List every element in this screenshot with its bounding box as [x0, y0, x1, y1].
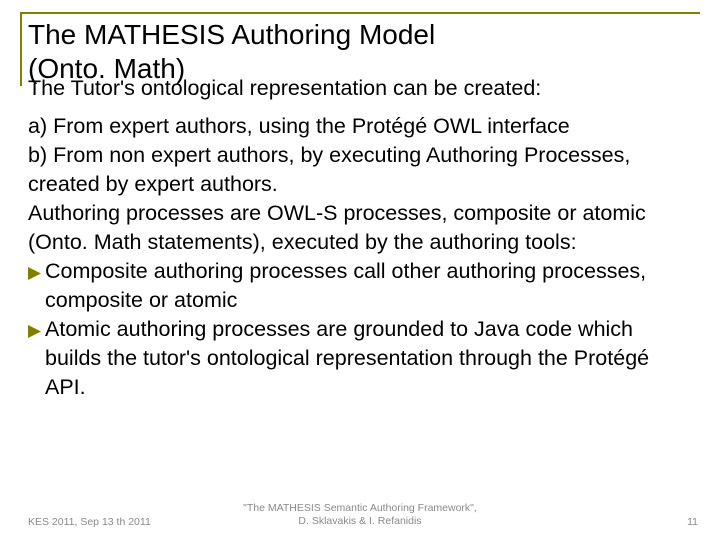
bullet-atomic-text: Atomic authoring processes are grounded …	[45, 315, 688, 402]
footer-center-line2: D. Sklavakis & I. Refanidis	[298, 515, 421, 527]
title-line-1: The MATHESIS Authoring Model	[28, 19, 435, 50]
bullet-composite: Composite authoring processes call other…	[28, 257, 688, 315]
title-rule-left	[20, 12, 22, 86]
footer-center: "The MATHESIS Semantic Authoring Framewo…	[0, 502, 720, 528]
arrow-icon	[28, 267, 42, 280]
footer-page-number: 11	[687, 516, 698, 528]
footer-center-line1: "The MATHESIS Semantic Authoring Framewo…	[243, 502, 477, 514]
slide-body: . a) From expert authors, using the Prot…	[28, 83, 688, 402]
body-para-processes: Authoring processes are OWL-S processes,…	[28, 199, 688, 257]
bullet-atomic: Atomic authoring processes are grounded …	[28, 315, 688, 402]
bullet-composite-text: Composite authoring processes call other…	[45, 257, 688, 315]
slide: The MATHESIS Authoring Model (Onto. Math…	[0, 0, 720, 542]
body-item-b: b) From non expert authors, by executing…	[28, 141, 688, 199]
arrow-icon	[28, 325, 42, 338]
slide-footer: KES 2011, Sep 13 th 2011 "The MATHESIS S…	[0, 500, 720, 528]
title-rule-top	[20, 12, 700, 14]
body-item-a: a) From expert authors, using the Protég…	[28, 112, 688, 141]
